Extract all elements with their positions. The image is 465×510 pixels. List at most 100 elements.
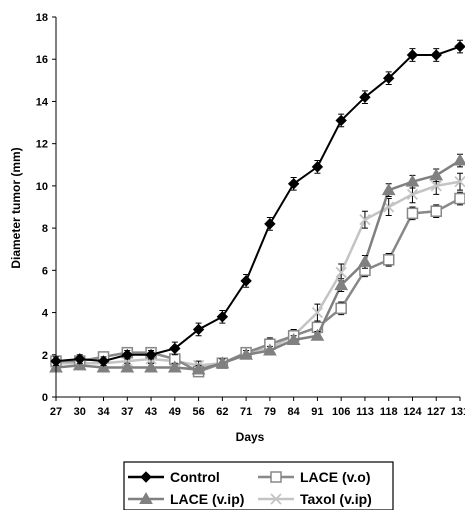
legend-label: Taxol (v.ip) bbox=[300, 491, 372, 507]
y-tick-label: 6 bbox=[42, 265, 48, 277]
x-tick-label: 71 bbox=[240, 406, 252, 418]
data-point bbox=[405, 174, 420, 187]
x-tick-label: 124 bbox=[403, 406, 422, 418]
series-lace-v-ip bbox=[49, 153, 465, 375]
data-point bbox=[192, 323, 205, 336]
y-tick-label: 0 bbox=[42, 392, 48, 404]
legend-label: LACE (v.ip) bbox=[170, 491, 244, 507]
data-point bbox=[430, 205, 442, 217]
y-axis-label: Diameter tumor (mm) bbox=[9, 147, 23, 268]
legend-label: LACE (v.o) bbox=[300, 469, 371, 485]
y-axis-ticks: 0 2 4 6 8 10 12 14 16 18 bbox=[36, 12, 56, 404]
legend-item-control: Control bbox=[128, 469, 220, 485]
series-lace-v-o bbox=[50, 191, 465, 378]
x-tick-label: 106 bbox=[332, 406, 350, 418]
data-point bbox=[216, 311, 229, 323]
x-tick-label: 43 bbox=[145, 406, 157, 418]
x-tick-label: 84 bbox=[288, 406, 301, 418]
series-line bbox=[56, 197, 461, 374]
data-point bbox=[169, 342, 181, 355]
x-tick-label: 30 bbox=[74, 406, 86, 418]
x-tick-label: 27 bbox=[50, 406, 62, 418]
x-tick-label: 79 bbox=[264, 406, 276, 418]
data-point bbox=[430, 49, 442, 61]
x-axis-ticks: 27 30 34 37 43 49 56 62 71 79 84 91 106 113 118 124 127 1… bbox=[50, 397, 465, 418]
data-point bbox=[215, 356, 230, 369]
legend-swatch-marker bbox=[270, 493, 282, 505]
data-point bbox=[310, 328, 325, 341]
series-line bbox=[55, 159, 461, 371]
data-point bbox=[287, 178, 300, 190]
data-point bbox=[121, 349, 134, 361]
x-tick-label: 49 bbox=[169, 406, 181, 418]
data-point bbox=[334, 278, 349, 291]
data-point bbox=[144, 360, 158, 373]
data-point bbox=[381, 183, 396, 196]
x-tick-label: 113 bbox=[356, 406, 374, 418]
data-point bbox=[167, 360, 182, 373]
data-point bbox=[358, 254, 372, 267]
series-line bbox=[55, 45, 461, 363]
x-tick-label: 91 bbox=[311, 406, 323, 418]
series-layer bbox=[49, 39, 465, 378]
data-point bbox=[382, 254, 395, 266]
x-tick-label: 56 bbox=[192, 406, 204, 418]
x-tick-label: 131 bbox=[451, 406, 465, 418]
data-point bbox=[191, 362, 206, 375]
x-tick-label: 37 bbox=[121, 406, 133, 418]
legend-item-lace-v-o: LACE (v.o) bbox=[258, 469, 371, 485]
data-point bbox=[454, 176, 465, 188]
y-tick-label: 16 bbox=[36, 54, 48, 66]
x-tick-label: 62 bbox=[216, 406, 228, 418]
legend-item-lace-v-ip: LACE (v.ip) bbox=[128, 491, 244, 507]
data-point bbox=[335, 114, 347, 127]
data-point bbox=[240, 275, 252, 287]
x-tick-label: 118 bbox=[380, 406, 398, 418]
legend-swatch-marker bbox=[140, 471, 152, 483]
legend: Control LACE (v.o) LACE (v.ip) Taxol (v.ip) bbox=[123, 461, 394, 510]
data-point bbox=[453, 153, 465, 166]
data-point bbox=[430, 180, 442, 192]
data-point bbox=[406, 49, 419, 61]
legend-item-taxol-v-ip: Taxol (v.ip) bbox=[258, 491, 372, 507]
data-point bbox=[359, 91, 371, 103]
x-tick-label: 34 bbox=[97, 406, 110, 418]
data-point bbox=[311, 306, 324, 319]
data-point bbox=[454, 40, 465, 53]
data-point bbox=[429, 168, 444, 181]
y-tick-label: 18 bbox=[36, 12, 48, 24]
legend-swatch-marker bbox=[270, 471, 282, 483]
data-point bbox=[311, 161, 324, 173]
data-point bbox=[406, 188, 419, 200]
axes bbox=[55, 17, 460, 398]
data-point bbox=[264, 218, 276, 230]
y-tick-label: 4 bbox=[42, 308, 49, 320]
legend-box bbox=[123, 461, 394, 510]
y-tick-label: 12 bbox=[36, 139, 48, 151]
legend-label: Control bbox=[170, 469, 220, 485]
y-tick-label: 10 bbox=[36, 181, 48, 193]
data-point bbox=[406, 207, 419, 220]
data-point bbox=[286, 332, 301, 345]
series-taxol-v-ip bbox=[50, 172, 465, 371]
series-control bbox=[50, 39, 465, 367]
y-tick-label: 14 bbox=[36, 96, 49, 108]
data-point bbox=[97, 355, 110, 367]
data-point bbox=[145, 349, 157, 361]
data-point bbox=[454, 192, 465, 205]
data-point bbox=[263, 343, 277, 356]
data-point bbox=[239, 347, 253, 360]
data-point bbox=[335, 266, 347, 279]
legend-swatch-marker bbox=[139, 491, 153, 504]
y-tick-label: 8 bbox=[42, 223, 48, 235]
y-tick-label: 2 bbox=[42, 350, 48, 362]
series-line bbox=[56, 180, 461, 367]
data-point bbox=[382, 72, 395, 84]
data-point bbox=[335, 302, 347, 315]
x-axis-label: Days bbox=[236, 430, 265, 444]
x-tick-label: 127 bbox=[427, 406, 445, 418]
data-point bbox=[74, 353, 86, 365]
data-point bbox=[120, 360, 135, 373]
data-point bbox=[359, 214, 371, 226]
